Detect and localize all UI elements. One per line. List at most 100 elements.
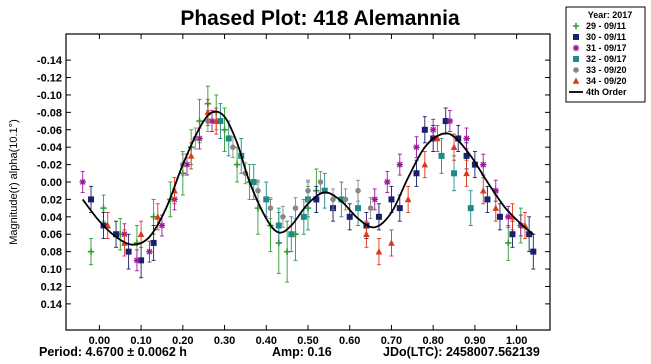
legend-title: Year: 2017 xyxy=(588,10,633,20)
data-point xyxy=(217,118,224,125)
data-point xyxy=(438,152,445,159)
data-point xyxy=(225,135,232,142)
data-point xyxy=(100,204,107,212)
data-point xyxy=(183,161,191,168)
plot-area xyxy=(79,85,537,283)
legend-entry: 29 - 09/11 xyxy=(572,21,626,31)
y-tick-label: 0.02 xyxy=(41,194,62,206)
legend-entry: 33 - 09/20 xyxy=(573,65,627,75)
x-tick-label: 0.90 xyxy=(464,335,485,347)
y-tick-label: 0.10 xyxy=(41,264,62,276)
data-point xyxy=(138,257,145,264)
y-axis: -0.14 -0.12 -0.10 -0.08 -0.06 -0.04 -0.02 0.00 0… xyxy=(37,55,550,311)
y-tick-label: 0.06 xyxy=(41,229,62,241)
data-point xyxy=(250,179,257,185)
data-point xyxy=(212,117,220,124)
y-tick-label: 0.08 xyxy=(41,247,62,259)
data-point xyxy=(413,170,420,177)
data-point xyxy=(446,117,454,125)
data-point xyxy=(288,231,295,238)
data-point xyxy=(275,222,282,229)
data-point xyxy=(517,222,524,229)
data-point xyxy=(187,152,195,159)
legend-label: 29 - 09/11 xyxy=(586,21,626,31)
data-point xyxy=(471,161,478,168)
legend-entry: 34 - 09/20 xyxy=(572,76,627,86)
data-point xyxy=(154,213,162,220)
y-tick-label: -0.02 xyxy=(37,160,62,172)
data-point xyxy=(208,117,216,125)
data-point xyxy=(158,222,166,229)
legend-entry: 32 - 09/17 xyxy=(573,54,627,64)
data-point xyxy=(375,213,382,220)
legend-label: 4th Order xyxy=(586,87,627,97)
y-tick-label: -0.14 xyxy=(37,55,63,67)
data-point xyxy=(492,204,500,211)
data-point xyxy=(104,222,112,229)
legend-marker xyxy=(572,22,580,30)
data-point xyxy=(300,213,307,220)
data-point xyxy=(330,196,336,203)
y-tick-label: -0.06 xyxy=(37,125,62,137)
legend-entry: 31 - 09/17 xyxy=(572,43,627,53)
data-point xyxy=(442,118,449,125)
chart-footer: Period: 4.6700 ± 0.0062 h Amp: 0.16 JDo(… xyxy=(39,345,540,359)
data-point xyxy=(305,187,311,194)
data-point xyxy=(88,196,95,203)
data-point xyxy=(480,161,487,168)
data-point xyxy=(451,170,458,177)
x-tick-label: 0.00 xyxy=(89,335,110,347)
data-point xyxy=(87,248,95,255)
data-point xyxy=(396,161,403,168)
x-tick-label: 0.10 xyxy=(130,335,151,347)
data-point xyxy=(196,117,203,125)
data-point xyxy=(421,161,429,168)
data-point xyxy=(505,213,512,221)
jdo-label: JDo(LTC): 2458007.562139 xyxy=(383,345,540,359)
legend-marker xyxy=(572,44,580,52)
x-tick-label: 0.20 xyxy=(172,335,193,347)
data-point xyxy=(479,187,487,194)
legend-marker xyxy=(573,67,579,73)
data-point xyxy=(150,213,157,221)
y-axis-label: Magnitude(r) alpha(10.1°) xyxy=(8,119,20,244)
data-point xyxy=(342,196,349,203)
x-tick-label: 0.50 xyxy=(297,335,318,347)
data-point xyxy=(484,196,491,203)
data-point xyxy=(233,161,241,168)
data-point xyxy=(388,196,395,203)
data-point xyxy=(450,143,458,150)
legend-entry: 30 - 09/11 xyxy=(573,32,626,42)
legend-entry: 4th Order xyxy=(569,87,627,97)
data-point xyxy=(505,239,512,247)
chart-title: Phased Plot: 418 Alemannia xyxy=(180,7,460,30)
data-point xyxy=(137,230,145,238)
legend-box xyxy=(565,6,646,103)
data-point xyxy=(280,214,286,220)
legend-label: 32 - 09/17 xyxy=(586,54,627,64)
data-point xyxy=(429,126,437,133)
data-point xyxy=(338,196,345,203)
data-point xyxy=(388,239,395,246)
data-point xyxy=(355,187,361,194)
legend-label: 30 - 09/11 xyxy=(586,32,626,42)
data-point xyxy=(255,187,261,194)
data-point xyxy=(367,205,374,211)
legend-label: 31 - 09/17 xyxy=(586,43,627,53)
amplitude-label: Amp: 0.16 xyxy=(272,345,332,359)
data-point xyxy=(463,152,470,159)
data-point xyxy=(404,195,412,203)
legend-label: 33 - 09/20 xyxy=(586,65,627,75)
data-point xyxy=(267,205,274,211)
legend-marker xyxy=(573,34,579,40)
data-point xyxy=(526,231,533,238)
legend-label: 34 - 09/20 xyxy=(586,76,627,86)
data-point xyxy=(496,213,503,220)
y-tick-label: 0.14 xyxy=(41,299,63,311)
data-point xyxy=(463,135,470,142)
data-point xyxy=(492,187,499,194)
data-point xyxy=(113,231,120,238)
y-tick-label: -0.08 xyxy=(37,107,62,119)
